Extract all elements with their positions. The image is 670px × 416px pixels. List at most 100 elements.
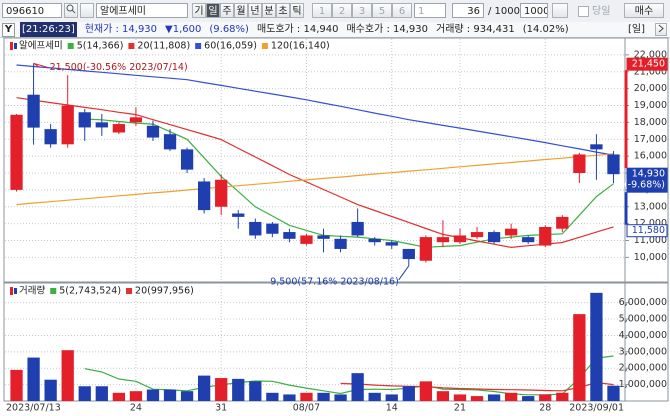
- y-tick-label: 11,000: [634, 235, 667, 246]
- candle-body: [146, 125, 160, 138]
- candle-body: [283, 232, 296, 239]
- candle-body: [44, 129, 57, 145]
- interval-button[interactable]: 6: [392, 3, 412, 18]
- price-marker-sub: (-9.68%): [624, 180, 665, 191]
- candle-body: [436, 237, 450, 243]
- y-tick-label: 16,000: [634, 151, 667, 162]
- info-item: ▼1,600: [165, 24, 202, 35]
- candle-body: [334, 238, 347, 249]
- price-marker-label: 11,580: [632, 225, 665, 236]
- interval-button[interactable]: 1: [312, 3, 332, 18]
- volume-bar: [504, 392, 518, 401]
- period-tab[interactable]: 월: [234, 3, 248, 18]
- period-tab[interactable]: 주: [220, 3, 234, 18]
- annotation-arrow: [33, 62, 48, 68]
- volume-bar: [419, 381, 433, 401]
- interval-select[interactable]: 1: [414, 3, 446, 18]
- info-items: [21:26:23] 현재가 : 14,930 ▼1,600 (9.68%) 매도호가…: [20, 22, 569, 37]
- y-tick-label: 6,000,000: [619, 297, 667, 308]
- annotation: 9,500(57.16% 2023/08/16): [270, 276, 399, 287]
- x-tick-label: 2023/07/13: [6, 403, 61, 414]
- period-tab[interactable]: 일: [206, 3, 220, 18]
- price-marker-label: 14,930: [632, 169, 665, 180]
- legend-swatch: [195, 43, 202, 49]
- candle-body: [556, 216, 569, 229]
- volume-bar: [266, 392, 279, 401]
- legend-label: 20(11,808): [137, 41, 190, 52]
- candle-body: [573, 154, 586, 173]
- search-button[interactable]: [64, 3, 78, 18]
- price-marker: [626, 57, 668, 71]
- annotation: 21,500(-30.56% 2023/07/14): [50, 62, 188, 73]
- info-time: [21:26:23]: [20, 22, 77, 37]
- volume-bar: [249, 381, 262, 401]
- volume-bar: [317, 392, 330, 401]
- info-item: 매도호가 : 14,940: [256, 24, 339, 35]
- candle-body: [607, 154, 620, 175]
- candle-body: [78, 112, 91, 128]
- volume-bar: [487, 394, 501, 401]
- ma-line: [16, 153, 614, 206]
- candle-body: [197, 181, 211, 211]
- candle-body: [487, 232, 501, 243]
- volume-bar: [402, 386, 415, 401]
- y-tick-label: 19,000: [634, 100, 667, 111]
- info-bar: Y [21:26:23] 현재가 : 14,930 ▼1,600 (9.68%) 매도…: [0, 22, 670, 38]
- option-button[interactable]: [552, 3, 568, 18]
- candle-body: [180, 149, 194, 170]
- x-tick-label: 14: [386, 403, 398, 414]
- candle-body: [129, 117, 143, 123]
- candle-body: [453, 235, 467, 243]
- volume-ma-line: [340, 381, 614, 392]
- info-item: 매수호가 : 14,930: [346, 24, 429, 35]
- legend-swatch: [126, 288, 133, 294]
- period-tab[interactable]: 년: [248, 3, 262, 18]
- candle-body: [419, 237, 433, 261]
- volume-bar: [539, 394, 552, 401]
- volume-bar: [522, 396, 535, 401]
- today-checkbox[interactable]: [578, 6, 589, 17]
- legend-swatch: [67, 43, 74, 49]
- chart: 10,00011,00012,00013,00014,00015,00016,0…: [3, 37, 669, 414]
- count-input[interactable]: 36: [452, 3, 484, 18]
- candle-body: [317, 235, 330, 239]
- volume-bar: [215, 378, 228, 401]
- volume-bar: [590, 292, 603, 401]
- code-input[interactable]: 096610: [2, 3, 62, 18]
- legend-icon: [14, 43, 17, 49]
- volume-bar: [10, 369, 23, 401]
- candle-body: [232, 213, 245, 217]
- legend-icon: [10, 287, 13, 295]
- period-tab[interactable]: 기: [192, 3, 206, 18]
- next-button[interactable]: [655, 23, 667, 36]
- interval-button[interactable]: 2: [332, 3, 352, 18]
- candle-body: [163, 134, 177, 150]
- total-input[interactable]: 1000: [520, 3, 548, 18]
- period-tab[interactable]: 틱: [290, 3, 304, 18]
- price-marker: [626, 167, 668, 193]
- y-tick-label: 3,000,000: [619, 346, 667, 357]
- period-label: [일]: [628, 24, 646, 35]
- volume-bar: [232, 378, 245, 401]
- menu-button[interactable]: [80, 3, 94, 18]
- ma-line: [16, 97, 614, 249]
- ma-line: [16, 64, 614, 156]
- volume-bar: [27, 357, 40, 401]
- interval-button[interactable]: 3: [352, 3, 372, 18]
- name-box: 알에프세미: [96, 3, 188, 18]
- info-tag[interactable]: Y: [2, 23, 15, 37]
- volume-bar: [163, 389, 177, 401]
- volume-bar: [607, 385, 620, 401]
- y-tick-label: 13,000: [634, 201, 667, 212]
- period-tab[interactable]: 분: [262, 3, 276, 18]
- x-tick-label: 21: [454, 403, 466, 414]
- candle-body: [385, 242, 398, 246]
- buy-button[interactable]: 매수: [624, 3, 664, 18]
- volume-bar: [112, 392, 126, 401]
- period-tab[interactable]: 초: [276, 3, 290, 18]
- interval-button[interactable]: 5: [372, 3, 392, 18]
- volume-panel: [3, 282, 669, 402]
- y-tick-label: 12,000: [634, 218, 667, 229]
- today-label: 당일: [592, 6, 611, 17]
